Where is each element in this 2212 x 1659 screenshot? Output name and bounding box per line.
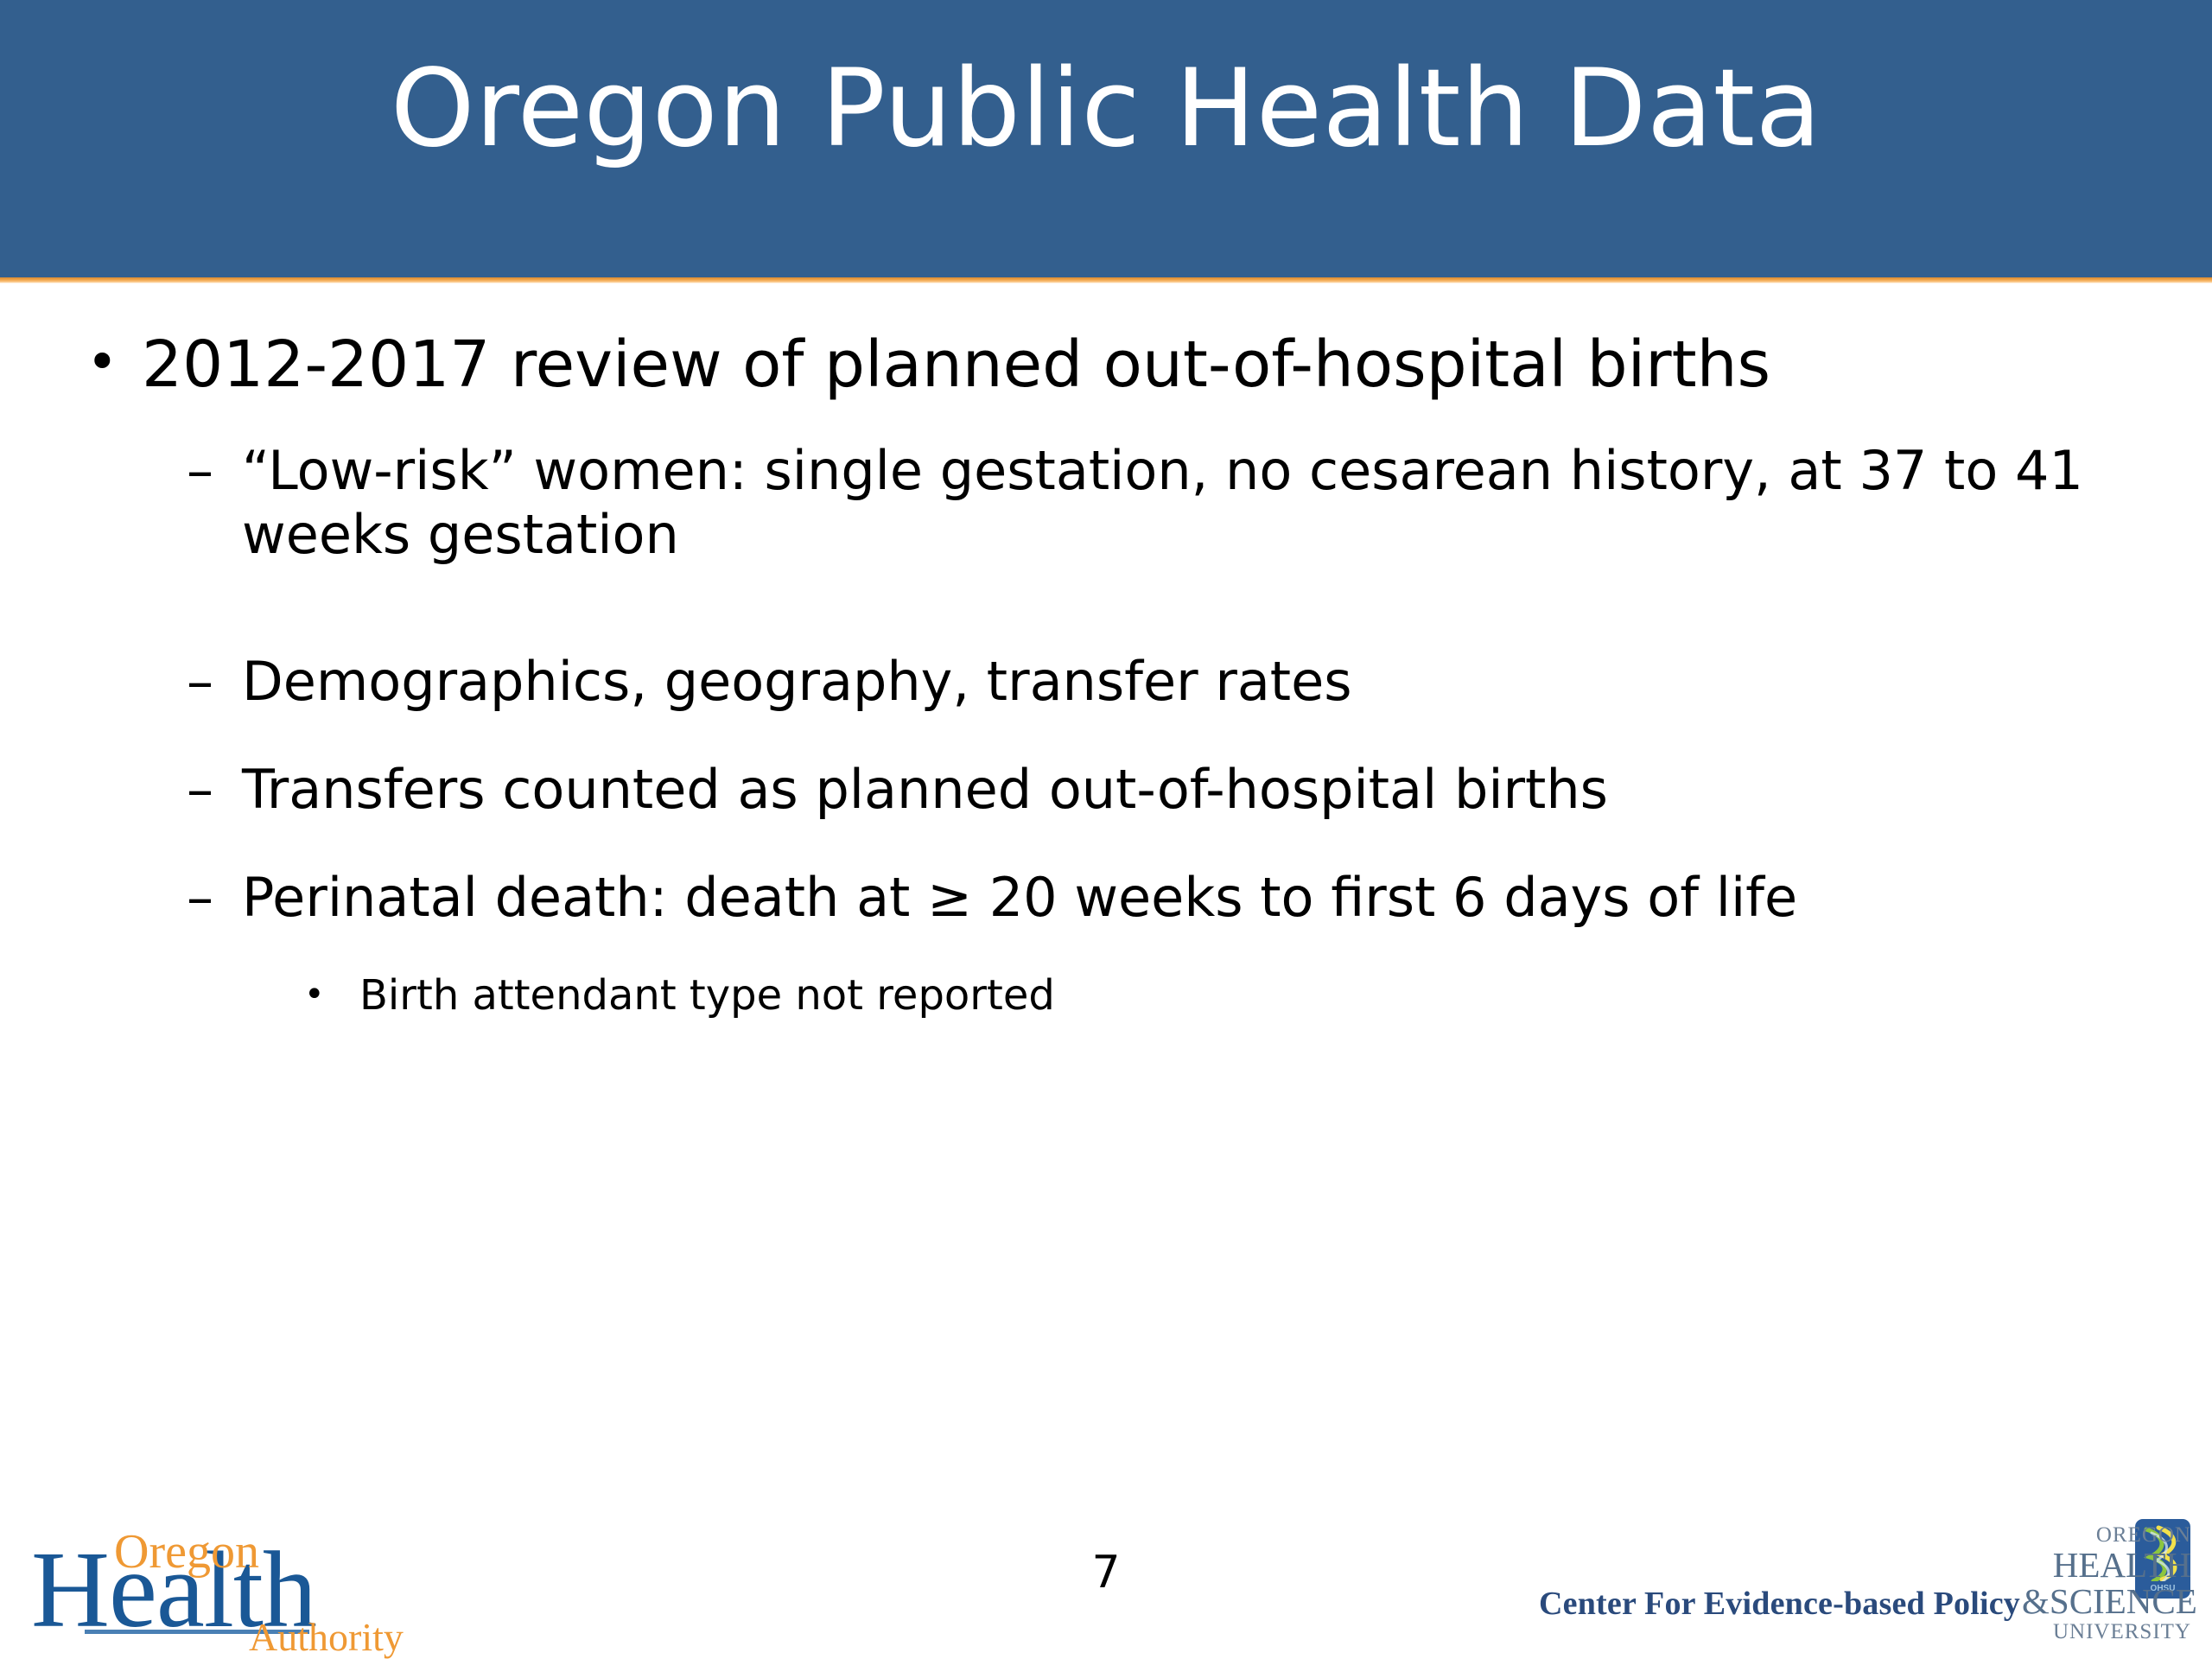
bullet-marker-dash-icon: – [187, 650, 213, 713]
bullet-text: Birth attendant type not reported [359, 971, 1055, 1020]
slide-body: • 2012-2017 review of planned out-of-hos… [0, 283, 2212, 1510]
slide-title-band: Oregon Public Health Data [0, 0, 2212, 277]
oha-health-wordmark: Health [31, 1530, 317, 1650]
slide-title: Oregon Public Health Data [390, 47, 1822, 171]
bullet-text: Demographics, geography, transfer rates [242, 650, 1352, 713]
ohsu-emblem-icon: OHSU [2135, 1519, 2190, 1599]
bullet-level2-transfers: – Transfers counted as planned out-of-ho… [169, 758, 2157, 822]
bullet-text: Perinatal death: death at ≥ 20 weeks to … [242, 866, 1798, 929]
bullet-level1-review: • 2012-2017 review of planned out-of-hos… [67, 327, 2141, 403]
title-accent-rule [0, 277, 2212, 283]
bullet-marker-dash-icon: – [187, 866, 213, 929]
oha-oregon-wordmark: Oregon [114, 1525, 259, 1579]
ohsu-line-oregon: OREGON [2095, 1523, 2191, 1547]
bullet-level2-low-risk: – “Low-risk” women: single gestation, no… [169, 439, 2157, 568]
svg-text:OHSU: OHSU [2151, 1584, 2176, 1593]
bullet-text: 2012-2017 review of planned out-of-hospi… [142, 327, 1771, 402]
center-for-evidence-based-policy-label: Center For Evidence-based Policy [1539, 1586, 2020, 1622]
oha-underline-rule [85, 1630, 309, 1634]
ohsu-line-science: &SCIENCE [2022, 1581, 2197, 1621]
ohsu-line-health: HEALTH [2052, 1545, 2191, 1585]
bullet-marker-dash-icon: – [187, 758, 213, 821]
bullet-level2-perinatal-death: – Perinatal death: death at ≥ 20 weeks t… [169, 866, 2157, 930]
bullet-level2-demographics: – Demographics, geography, transfer rate… [169, 650, 2157, 714]
ohsu-logo: OHSU OREGON HEALTH &SCIENCE UNIVERSITY [2022, 1519, 2197, 1649]
bullet-marker-dot-icon: • [304, 975, 325, 1014]
bullet-marker-dot-icon: • [86, 330, 118, 393]
page-number: 7 [1091, 1547, 1121, 1599]
oha-authority-wordmark: Authority [249, 1615, 404, 1659]
bullet-level3-birth-attendant: • Birth attendant type not reported [285, 971, 2100, 1021]
bullet-marker-dash-icon: – [187, 439, 213, 502]
ohsu-wordmark: OREGON HEALTH &SCIENCE UNIVERSITY [2022, 1523, 2197, 1643]
bullet-text: Transfers counted as planned out-of-hosp… [242, 758, 1608, 821]
bullet-text: “Low-risk” women: single gestation, no c… [242, 439, 2083, 567]
oregon-health-authority-logo: Health Oregon Authority [31, 1521, 437, 1657]
slide-footer: Health Oregon Authority 7 Center For Evi… [0, 1510, 2212, 1659]
ohsu-line-university: UNIVERSITY [2053, 1620, 2191, 1643]
